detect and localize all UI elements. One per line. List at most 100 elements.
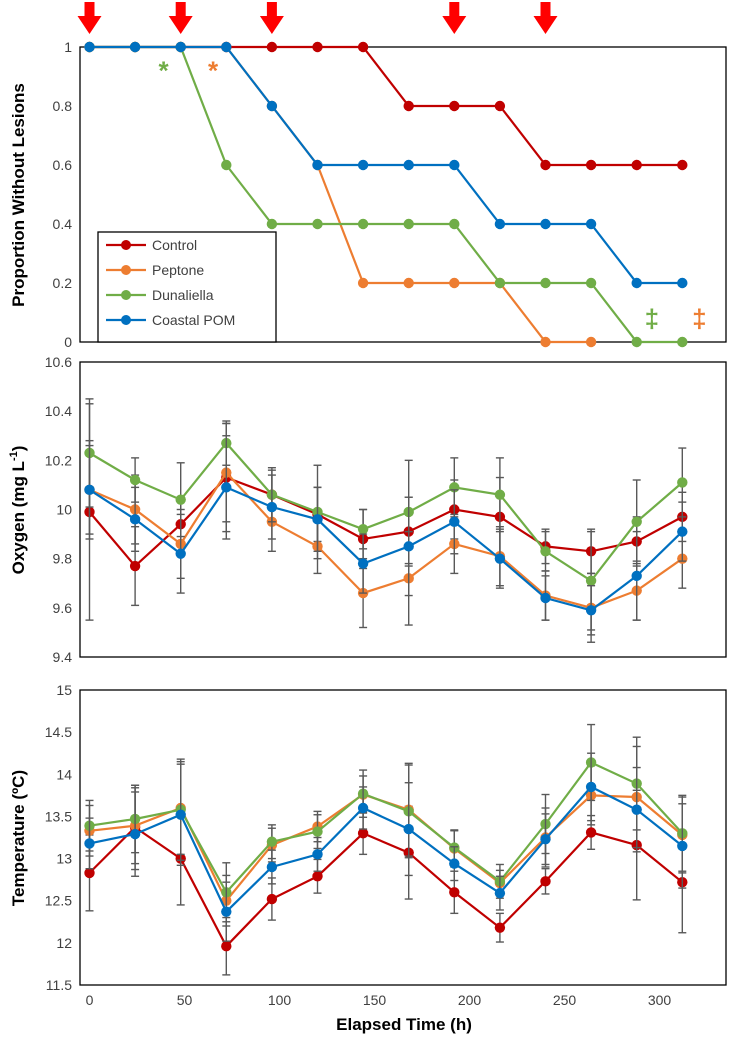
- data-point: [494, 887, 506, 899]
- data-point: [403, 541, 414, 552]
- data-point: [312, 41, 323, 53]
- oxygen-y-tick-label: 9.6: [53, 600, 73, 616]
- data-point: [677, 840, 688, 852]
- x-tick-label: 150: [363, 992, 387, 1008]
- data-point: [312, 871, 323, 882]
- temperature-y-axis-title: Temperature (ºC): [9, 770, 28, 906]
- data-point: [403, 277, 414, 289]
- legend-entry-coastal-pom: Coastal POM: [106, 312, 235, 328]
- annotation-symbol: ‡: [692, 303, 706, 333]
- series-line: [88, 825, 683, 949]
- data-point: [631, 277, 642, 289]
- temperature-y-tick-label: 13: [56, 851, 72, 867]
- data-point: [449, 858, 460, 869]
- x-tick-label: 250: [553, 992, 577, 1008]
- oxygen-y-tick-label: 10.4: [45, 403, 72, 419]
- data-point: [677, 277, 688, 289]
- data-point: [677, 336, 688, 348]
- series-line: [89, 761, 684, 895]
- x-tick-labels: 0 50 100 150 200 250 300: [86, 992, 672, 1008]
- legend-label-control: Control: [152, 237, 197, 253]
- data-point: [221, 941, 232, 952]
- x-tick-label: 50: [177, 992, 193, 1008]
- oxygen-y-axis-title-close: ): [9, 446, 28, 452]
- data-point: [631, 804, 642, 815]
- data-point: [221, 41, 232, 53]
- data-point: [175, 494, 186, 505]
- legend-entry-control: Control: [106, 237, 197, 253]
- temperature-series-peptone: [84, 745, 688, 927]
- data-point: [403, 823, 414, 835]
- data-point: [266, 218, 278, 230]
- data-point: [585, 336, 597, 348]
- lesions-panel: 0 0.2 0.4 0.6 0.8 1 * * ‡ ‡ Proportion Without L…: [9, 2, 727, 350]
- legend-entry-dunaliella: Dunaliella: [106, 287, 214, 303]
- legend-label-peptone: Peptone: [152, 262, 204, 278]
- treatment-arrow: [168, 2, 193, 34]
- data-point: [266, 861, 278, 873]
- lesions-series-control: [84, 41, 688, 171]
- x-tick-label: 0: [86, 992, 94, 1008]
- temperature-y-tick-label: 11.5: [46, 977, 72, 993]
- data-point: [266, 41, 278, 53]
- data-point: [403, 218, 414, 230]
- data-point: [540, 218, 551, 230]
- data-point: [266, 100, 278, 112]
- data-point: [585, 218, 597, 230]
- data-point: [357, 523, 369, 535]
- lesions-y-tick-label: 0.8: [53, 98, 73, 114]
- series-line: [88, 486, 684, 612]
- lesions-y-tick-labels: 0 0.2 0.4 0.6 0.8 1: [53, 39, 73, 350]
- data-point: [540, 833, 551, 845]
- data-point: [540, 159, 551, 171]
- data-point: [357, 41, 369, 53]
- data-point: [357, 159, 369, 171]
- data-point: [129, 474, 141, 486]
- data-point: [449, 516, 460, 527]
- x-tick-label: 200: [458, 992, 482, 1008]
- data-point: [357, 802, 369, 814]
- lesions-y-tick-label: 0.6: [53, 157, 73, 173]
- oxygen-y-tick-label: 10.6: [45, 354, 72, 370]
- data-point: [312, 159, 323, 171]
- temperature-series-coastal-pom: [84, 752, 688, 942]
- x-tick-label: 100: [268, 992, 292, 1008]
- data-point: [494, 100, 506, 112]
- data-point: [129, 41, 141, 53]
- legend: Control Peptone Dunaliella Coastal POM: [97, 231, 277, 343]
- treatment-arrow: [533, 2, 558, 34]
- temperature-panel: 11.5 12 12.5 13 13.5 14 14.5 15 0 50 100 150 200 250…: [9, 682, 727, 1034]
- series-line: [89, 45, 683, 285]
- data-point: [357, 828, 369, 839]
- oxygen-series-layer: [84, 398, 688, 643]
- data-point: [221, 482, 232, 493]
- data-point: [449, 159, 460, 171]
- data-point: [84, 484, 95, 496]
- legend-label-coastal-pom: Coastal POM: [152, 312, 235, 328]
- temperature-y-tick-label: 12.5: [45, 893, 72, 909]
- x-axis-title: Elapsed Time (h): [336, 1015, 472, 1034]
- lesions-y-tick-label: 1: [64, 39, 72, 55]
- data-point: [585, 827, 597, 838]
- data-point: [312, 826, 323, 837]
- data-point: [266, 501, 278, 513]
- data-point: [266, 893, 278, 905]
- data-point: [175, 548, 186, 559]
- data-point: [357, 558, 369, 569]
- data-point: [84, 867, 95, 879]
- data-point: [84, 838, 95, 849]
- data-point: [357, 218, 369, 230]
- oxygen-series-peptone: [84, 422, 688, 643]
- lesions-series-layer: [84, 41, 688, 348]
- data-point: [631, 570, 642, 582]
- data-point: [312, 514, 323, 525]
- data-point: [540, 336, 551, 348]
- data-point: [585, 159, 597, 171]
- lesions-plot-frame: [79, 46, 727, 343]
- data-point: [449, 277, 460, 289]
- oxygen-y-axis-title: Oxygen (mg L-1): [8, 446, 28, 575]
- oxygen-y-tick-label: 10: [56, 502, 72, 518]
- series-line: [88, 476, 683, 568]
- legend-swatch-marker: [121, 265, 131, 275]
- temperature-y-tick-labels: 11.5 12 12.5 13 13.5 14 14.5 15: [45, 682, 72, 993]
